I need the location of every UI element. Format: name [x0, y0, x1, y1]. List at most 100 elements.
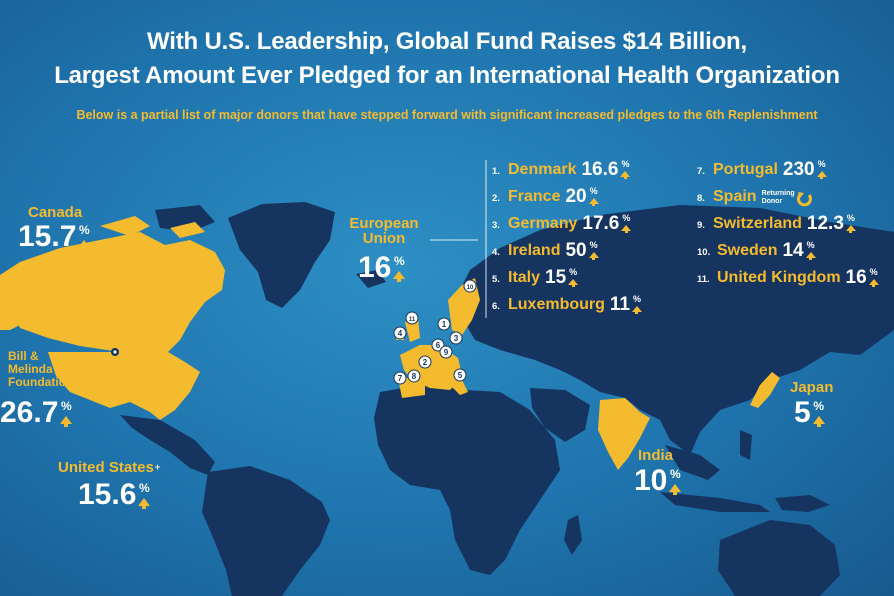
percent-up-indicator: % [631, 294, 642, 314]
svg-text:7: 7 [398, 374, 403, 383]
percent-sign: % [806, 240, 815, 250]
page-title-line2: Largest Amount Ever Pledged for an Inter… [54, 62, 840, 89]
eu-member-number: 7. [697, 166, 705, 177]
percent-sign: % [621, 159, 630, 169]
map-marker-4: 4 [393, 326, 407, 340]
percent-up-indicator: % [669, 467, 682, 495]
percent-up-indicator: % [620, 159, 631, 179]
donor-us-name: United States + [58, 460, 160, 475]
svg-text:9: 9 [444, 348, 449, 357]
svg-text:10: 10 [467, 285, 474, 291]
gates-line3: Foundation [8, 375, 74, 389]
eu-member-spain: 8. Spain Returning Donor [697, 187, 813, 207]
donor-us-value: 15.6 % [78, 480, 151, 510]
svg-text:1: 1 [442, 320, 447, 329]
eu-member-united-kingdom: 11. United Kingdom 16% [697, 268, 879, 288]
eu-member-ireland: 4. Ireland 50% [492, 241, 599, 261]
eu-member-name: Italy [508, 269, 541, 286]
eu-member-italy: 5. Italy 15% [492, 267, 579, 288]
percent-sign: % [670, 467, 681, 481]
percent-sign: % [632, 294, 641, 304]
value-text: 15.7 [18, 220, 77, 253]
eu-member-name: Denmark [508, 161, 577, 178]
percent-sign: % [817, 159, 826, 169]
eu-member-portugal: 7. Portugal 230% [697, 160, 827, 180]
eu-member-value: 15 [545, 267, 567, 288]
eu-member-value: 50 [565, 240, 587, 261]
map-marker-11: 11 [405, 311, 419, 325]
svg-text:2: 2 [423, 358, 428, 367]
donor-gates-value: 26.7 % [0, 396, 73, 429]
map-marker-9: 9 [439, 345, 453, 359]
eu-member-france: 2. France 20% [492, 187, 599, 207]
donor-india-name: India [638, 447, 674, 464]
donor-japan-name: Japan [790, 379, 834, 396]
eu-member-number: 1. [492, 166, 500, 177]
percent-up-indicator: % [621, 213, 632, 233]
eu-member-name: Ireland [508, 242, 561, 259]
eu-member-value: 11 [609, 294, 630, 315]
arrow-up-icon [568, 279, 579, 287]
donor-canada-name: Canada [28, 204, 83, 221]
eu-line2: Union [362, 230, 406, 247]
eu-member-number: 5. [492, 274, 500, 285]
arrow-up-icon [393, 271, 406, 282]
percent-sign: % [622, 213, 631, 223]
eu-member-value: 14 [782, 240, 804, 261]
eu-member-name: Germany [508, 215, 578, 232]
arrow-up-icon [78, 240, 91, 251]
percent-up-indicator: % [568, 268, 579, 287]
eu-member-value: 17.6 [582, 213, 620, 234]
percent-sign: % [394, 254, 405, 268]
percent-up-indicator: % [812, 400, 825, 427]
note-line1: Returning [761, 190, 795, 197]
map-marker-10: 10 [463, 279, 477, 293]
svg-text:3: 3 [454, 334, 459, 343]
arrow-up-icon [805, 252, 816, 260]
value-text: 10 [634, 464, 668, 497]
map-marker-2: 2 [418, 355, 432, 369]
eu-member-value: 20 [565, 186, 587, 207]
us-footnote-mark: + [154, 462, 161, 472]
eu-member-name: Sweden [717, 242, 778, 259]
eu-member-name: Luxembourg [508, 296, 605, 313]
percent-up-indicator: % [805, 240, 816, 260]
percent-sign: % [139, 481, 150, 495]
map-marker-1: 1 [437, 317, 451, 331]
eu-member-number: 11. [697, 274, 710, 285]
donor-india-value: 10 % [634, 464, 682, 497]
svg-text:5: 5 [458, 371, 463, 380]
donor-canada-value: 15.7 % [18, 220, 91, 253]
gates-line1: Bill & [8, 349, 39, 363]
eu-member-number: 10. [697, 247, 711, 258]
percent-sign: % [846, 213, 855, 223]
percent-up-indicator: % [845, 213, 856, 233]
value-text: 5 [794, 396, 811, 429]
percent-sign: % [869, 267, 878, 277]
land-masses [120, 202, 894, 596]
svg-text:4: 4 [398, 329, 403, 338]
arrow-up-icon [138, 498, 151, 509]
percent-up-indicator: % [868, 267, 879, 287]
eu-member-value: 16.6 [581, 159, 619, 180]
svg-text:11: 11 [409, 317, 416, 323]
percent-up-indicator: % [816, 159, 827, 179]
percent-sign: % [79, 223, 90, 237]
donor-eu-value: 16 % [358, 253, 406, 283]
arrow-up-icon [60, 416, 73, 427]
eu-member-name: Portugal [713, 161, 778, 178]
highlighted-donors [0, 216, 780, 470]
svg-text:6: 6 [436, 341, 441, 350]
arrow-up-icon [845, 225, 856, 233]
value-text: 26.7 [0, 396, 59, 429]
eu-member-number: 6. [492, 301, 500, 312]
eu-line1: European [349, 215, 419, 232]
eu-member-name: Spain [713, 188, 757, 205]
eu-member-value: 12.3 [806, 213, 844, 234]
returning-donor-note: Returning Donor [762, 190, 795, 206]
note-line2: Donor [761, 198, 783, 205]
arrow-up-icon [816, 171, 827, 179]
map-marker-7: 7 [393, 371, 407, 385]
eu-member-denmark: 1. Denmark 16.6% [492, 159, 631, 180]
eu-member-number: 4. [492, 247, 500, 258]
